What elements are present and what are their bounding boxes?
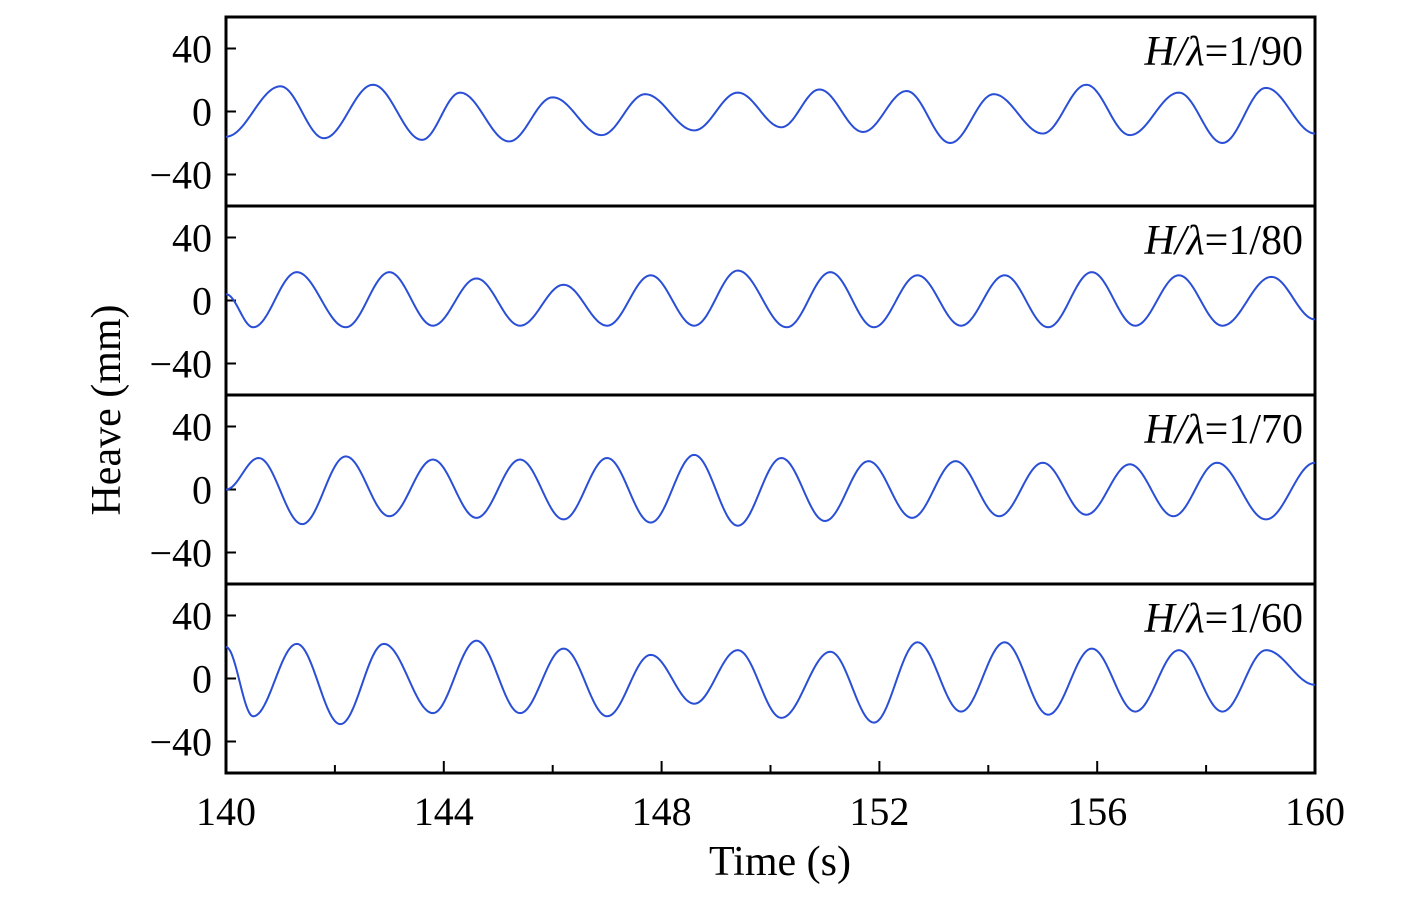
x-tick-label: 144 [414,789,474,834]
panel-label-italic: H/λ [1143,29,1204,75]
series-line-1 [225,83,1316,145]
x-tick-label: 140 [196,789,256,834]
x-axis: 140 144 148 152 156 160 [196,761,1345,834]
y-tick-label: −40 [149,153,212,198]
y-tick-label: 40 [172,594,212,639]
panels-group: 400−40H/λ=1/90400−40H/λ=1/80400−40H/λ=1/… [149,15,1317,775]
y-tick-label: −40 [149,531,212,576]
y-tick-label: 0 [192,90,212,135]
y-tick-label: 0 [192,279,212,324]
y-tick-label: −40 [149,342,212,387]
panel-label-value: =1/60 [1205,596,1303,642]
panel-label: H/λ=1/70 [1143,407,1303,453]
panel-label-value: =1/90 [1205,29,1303,75]
panel-1: 40 0 −40 H/λ=1/90 [149,15,1317,208]
x-axis-title: Time (s) [709,839,851,885]
series-line-3 [225,453,1316,527]
x-tick-label: 148 [632,789,692,834]
panel-label-italic: H/λ [1143,218,1204,264]
panel-label-italic: H/λ [1143,407,1204,453]
panel-label-value: =1/80 [1205,218,1303,264]
y-tick-label: 40 [172,27,212,72]
y-tick-label: 40 [172,405,212,450]
y-tick-label: −40 [149,720,212,765]
panel-label: H/λ=1/90 [1143,29,1303,75]
x-tick-label: 156 [1067,789,1127,834]
series-line-2 [225,269,1316,329]
y-tick-label: 40 [172,216,212,261]
y-tick-label: 0 [192,468,212,513]
series-line-4 [225,639,1316,726]
panel-4: 40 0 −40 H/λ=1/60 [149,582,1317,775]
panel-label: H/λ=1/60 [1143,596,1303,642]
y-axis-title: Heave (mm) [84,304,130,515]
panel-2: 40 0 −40 H/λ=1/80 [149,204,1317,397]
x-tick-label: 152 [849,789,909,834]
panel-label-value: =1/70 [1205,407,1303,453]
x-tick-label: 160 [1285,789,1345,834]
panel-label-italic: H/λ [1143,596,1204,642]
panel-label: H/λ=1/80 [1143,218,1303,264]
y-tick-label: 0 [192,657,212,702]
panel-3: 40 0 −40 H/λ=1/70 [149,393,1317,586]
